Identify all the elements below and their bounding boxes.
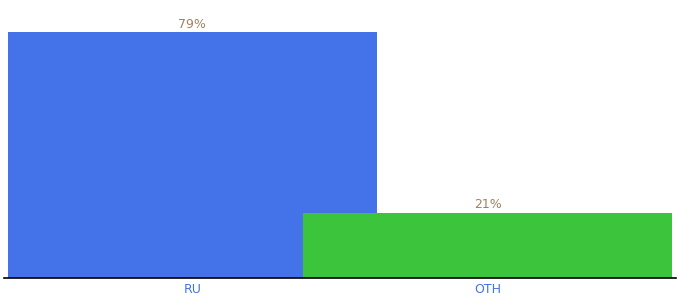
Text: 79%: 79% [178,18,206,31]
Text: 21%: 21% [474,198,502,211]
Bar [7,32,377,278]
Bar [303,213,673,278]
